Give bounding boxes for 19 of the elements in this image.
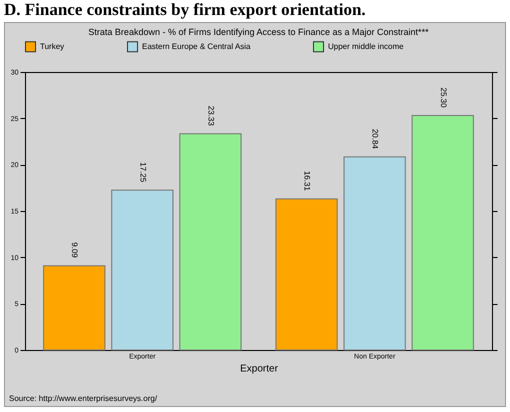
bar bbox=[179, 133, 242, 350]
x-axis-title: Exporter bbox=[240, 364, 279, 374]
legend-label: Upper middle income bbox=[328, 42, 404, 51]
data-label: 17.25 bbox=[138, 162, 148, 183]
data-label: 9.09 bbox=[70, 242, 80, 258]
bar bbox=[275, 198, 338, 350]
legend-label: Turkey bbox=[40, 42, 64, 51]
bar bbox=[412, 115, 474, 350]
data-label: 23.33 bbox=[206, 106, 216, 126]
source-note: Source: http://www.enterprisesurveys.org/ bbox=[8, 394, 158, 405]
data-label: 20.84 bbox=[370, 128, 380, 150]
chart-subtitle: Strata Breakdown - % of Firms Identifying Access to Finance as a Major Constraint*** bbox=[88, 27, 430, 37]
data-label: 16.31 bbox=[302, 170, 312, 192]
legend-label: Eastern Europe & Central Asia bbox=[142, 42, 252, 51]
chart-title: D. Finance constraints by firm export orientation. bbox=[3, 0, 367, 21]
bar bbox=[111, 190, 174, 350]
bar bbox=[43, 265, 106, 350]
bar bbox=[344, 156, 406, 350]
data-label: 25.30 bbox=[438, 88, 448, 108]
